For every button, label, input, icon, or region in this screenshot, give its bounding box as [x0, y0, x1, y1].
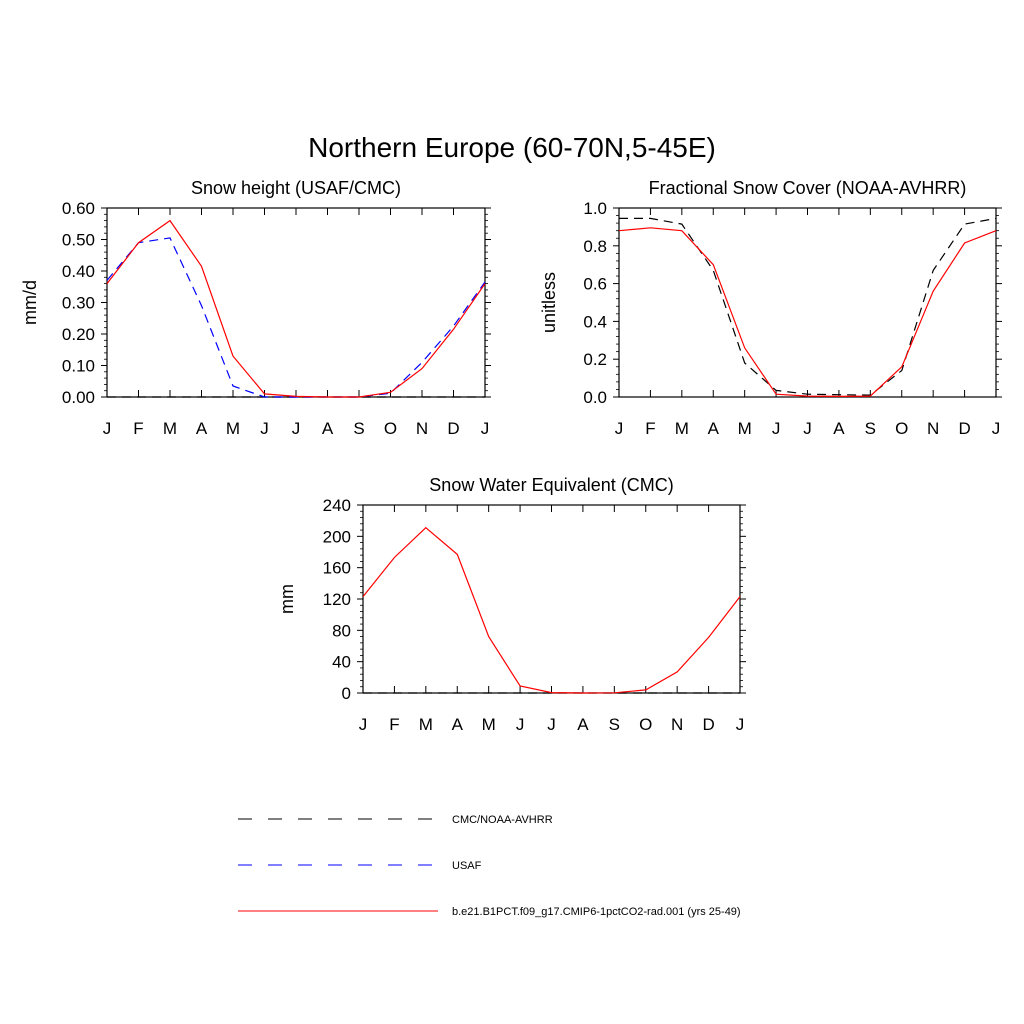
- x-tick-label: F: [389, 715, 399, 734]
- y-tick-label: 0.40: [62, 262, 95, 281]
- x-tick-label: J: [481, 419, 490, 438]
- series-line-usaf: [106, 237, 486, 398]
- x-tick-label: M: [163, 419, 177, 438]
- x-tick-label: S: [353, 419, 364, 438]
- y-tick-label: 0.10: [62, 357, 95, 376]
- legend-label-obs: CMC/NOAA-AVHRR: [452, 814, 553, 826]
- y-axis-label: mm: [277, 584, 297, 614]
- x-tick-label: M: [482, 715, 496, 734]
- y-tick-label: 0.2: [583, 350, 607, 369]
- x-tick-label: S: [865, 419, 876, 438]
- x-tick-label: D: [702, 715, 714, 734]
- y-tick-label: 1.0: [583, 199, 607, 218]
- x-tick-label: D: [447, 419, 459, 438]
- y-tick-label: 0.50: [62, 231, 95, 250]
- x-tick-label: N: [416, 419, 428, 438]
- x-tick-label: D: [958, 419, 970, 438]
- y-tick-label: 0.4: [583, 312, 607, 331]
- x-tick-label: J: [359, 715, 368, 734]
- x-tick-label: A: [196, 419, 208, 438]
- panel-title: Fractional Snow Cover (NOAA-AVHRR): [649, 178, 967, 198]
- y-tick-label: 0.20: [62, 325, 95, 344]
- legend-label-model: b.e21.B1PCT.f09_g17.CMIP6-1pctCO2-rad.00…: [452, 906, 741, 918]
- x-tick-label: O: [384, 419, 397, 438]
- x-tick-label: M: [419, 715, 433, 734]
- chart-panel-3: Snow Water Equivalent (CMC)mmJ F M A M J J A S O N…: [277, 475, 746, 734]
- x-tick-label: J: [103, 419, 112, 438]
- x-tick-label: F: [133, 419, 143, 438]
- y-tick-label: 120: [323, 590, 351, 609]
- y-tick-label: 0.00: [62, 388, 95, 407]
- chart-panel-1: Snow height (USAF/CMC)mm/dJ F M A M J J A S O N D J0…: [20, 178, 491, 438]
- plot-frame: [106, 207, 486, 398]
- x-tick-label: J: [292, 419, 301, 438]
- x-tick-label: J: [260, 419, 269, 438]
- legend-label-usaf: USAF: [452, 860, 482, 872]
- x-tick-label: A: [577, 715, 589, 734]
- series-line-model: [618, 227, 997, 398]
- x-tick-label: J: [992, 419, 1001, 438]
- legend: CMC/NOAA-AVHRR USAF b.e21.B1PCT.f09_g17.CM…: [238, 814, 741, 918]
- x-tick-label: J: [772, 419, 781, 438]
- x-tick-label: A: [322, 419, 334, 438]
- y-tick-label: 0.30: [62, 294, 95, 313]
- x-tick-label: J: [615, 419, 624, 438]
- y-axis-label: mm/d: [20, 280, 40, 325]
- y-tick-label: 40: [332, 653, 351, 672]
- y-axis-label: unitless: [539, 272, 559, 333]
- y-tick-label: 80: [332, 621, 351, 640]
- y-tick-label: 200: [323, 527, 351, 546]
- y-tick-label: 0.60: [62, 199, 95, 218]
- x-tick-label: O: [639, 715, 652, 734]
- series-line-model: [362, 526, 741, 694]
- series-line-model: [106, 219, 486, 398]
- x-tick-label: O: [895, 419, 908, 438]
- y-tick-label: 0.8: [583, 237, 607, 256]
- chart-panel-2: Fractional Snow Cover (NOAA-AVHRR) unitle…: [539, 178, 1002, 438]
- panel-title: Snow Water Equivalent (CMC): [429, 475, 673, 495]
- chart-panels: Snow height (USAF/CMC)mm/dJ F M A M J J A S O N D J0…: [20, 178, 1002, 734]
- x-tick-label: S: [609, 715, 620, 734]
- x-tick-label: M: [738, 419, 752, 438]
- x-tick-label: A: [708, 419, 720, 438]
- x-tick-label: J: [736, 715, 745, 734]
- y-tick-label: 160: [323, 559, 351, 578]
- x-tick-label: A: [833, 419, 845, 438]
- x-tick-label: M: [675, 419, 689, 438]
- panel-title: Snow height (USAF/CMC): [191, 178, 401, 198]
- plot-frame: [618, 207, 997, 398]
- x-tick-label: M: [226, 419, 240, 438]
- x-tick-label: J: [547, 715, 556, 734]
- x-tick-label: A: [452, 715, 464, 734]
- x-tick-label: N: [927, 419, 939, 438]
- x-tick-label: F: [645, 419, 655, 438]
- y-tick-label: 0.6: [583, 275, 607, 294]
- y-tick-label: 240: [323, 496, 351, 515]
- series-line-obs: [619, 217, 997, 396]
- x-tick-label: J: [803, 419, 812, 438]
- y-tick-label: 0.0: [583, 388, 607, 407]
- y-tick-label: 0: [342, 684, 351, 703]
- x-tick-label: N: [671, 715, 683, 734]
- figure-title: Northern Europe (60-70N,5-45E): [308, 132, 716, 163]
- x-tick-label: J: [516, 715, 525, 734]
